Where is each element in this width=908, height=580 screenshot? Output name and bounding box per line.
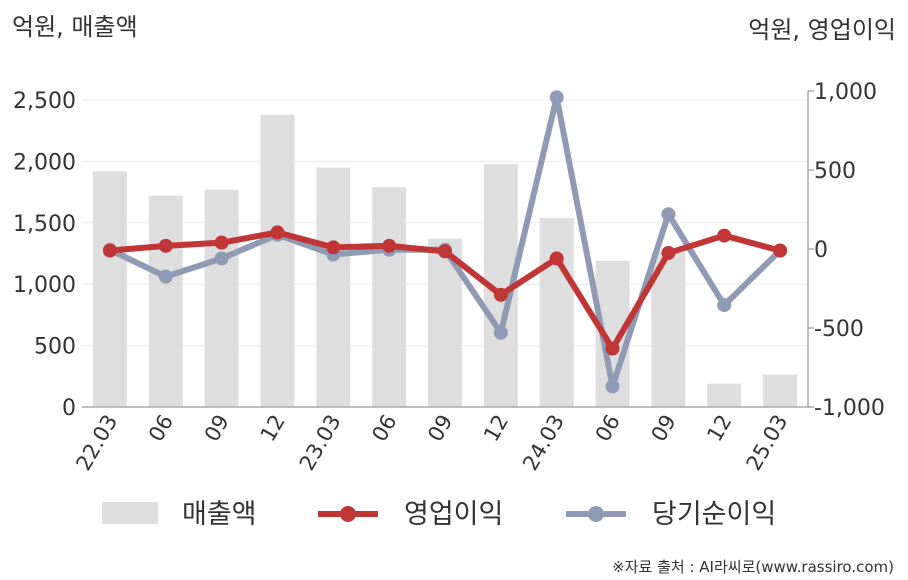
right-tick-label: -1,000: [814, 396, 885, 421]
x-tick-label: 23.03: [295, 411, 346, 475]
point-operating-income: [214, 235, 229, 250]
point-operating-income: [605, 341, 620, 356]
x-tick-label: 12: [479, 411, 513, 446]
left-tick-label: 2,500: [13, 89, 76, 114]
revenue-bars: [92, 114, 798, 408]
x-tick-label: 22.03: [71, 411, 122, 475]
left-tick-label: 1,000: [13, 273, 76, 298]
x-tick-label: 24.03: [518, 411, 569, 475]
bar-revenue: [92, 171, 127, 407]
right-tick-label: 500: [814, 159, 856, 184]
point-operating-income: [549, 251, 564, 266]
x-tick-label: 06: [367, 411, 401, 446]
bar-revenue: [316, 167, 351, 407]
point-operating-income: [270, 225, 285, 240]
legend-marker-net-income: [588, 506, 604, 522]
point-net-income: [605, 379, 620, 394]
legend-label-operating-income: 영업이익: [404, 499, 503, 530]
point-operating-income: [438, 244, 452, 259]
gridlines: [82, 99, 808, 347]
legend-label-revenue: 매출액: [182, 499, 257, 530]
x-tick-label: 09: [647, 411, 681, 446]
x-tick-label: 09: [423, 411, 457, 446]
bar-revenue: [763, 374, 798, 407]
left-tick-label: 0: [62, 396, 76, 421]
left-tick-label: 500: [34, 335, 76, 360]
bar-revenue: [148, 195, 183, 407]
left-tick-label: 2,000: [13, 150, 76, 175]
left-axis-title: 억원, 매출액: [12, 13, 138, 41]
point-operating-income: [717, 228, 732, 243]
point-operating-income: [773, 243, 788, 258]
bar-revenue: [204, 189, 239, 407]
point-operating-income: [158, 238, 173, 253]
point-net-income: [158, 269, 173, 284]
left-tick-label: 1,500: [13, 212, 76, 237]
point-net-income: [214, 251, 229, 266]
legend-marker-operating-income: [340, 506, 356, 522]
x-tick-label: 06: [144, 411, 178, 446]
x-tick-label: 09: [200, 411, 234, 446]
legend-swatch-revenue: [102, 502, 158, 524]
bar-revenue: [539, 217, 574, 407]
point-net-income: [661, 207, 676, 222]
point-operating-income: [102, 243, 117, 258]
legend-label-net-income: 당기순이익: [652, 499, 776, 530]
point-operating-income: [382, 238, 397, 253]
right-axis-title: 억원, 영업이익: [748, 16, 896, 44]
x-tick-label: 06: [591, 411, 625, 446]
legend: 매출액 영업이익 당기순이익: [102, 499, 776, 530]
axes: [82, 90, 814, 408]
x-tick-label: 25.03: [742, 411, 793, 475]
point-operating-income: [326, 240, 341, 255]
bar-revenue: [707, 383, 742, 407]
point-operating-income: [493, 287, 508, 302]
point-net-income: [549, 90, 564, 105]
right-tick-label: 1,000: [814, 80, 877, 105]
point-net-income: [717, 298, 732, 313]
x-tick-label: 12: [256, 411, 290, 446]
bar-revenue: [372, 187, 407, 407]
right-tick-label: 0: [814, 238, 828, 263]
x-tick-label: 12: [702, 411, 736, 446]
right-tick-label: -500: [814, 317, 864, 342]
line-series: [102, 90, 788, 394]
point-operating-income: [661, 245, 676, 260]
source-note: ※자료 출처 : AI라씨로(www.rassiro.com): [612, 558, 894, 576]
bar-revenue: [260, 114, 295, 408]
point-net-income: [493, 325, 508, 340]
